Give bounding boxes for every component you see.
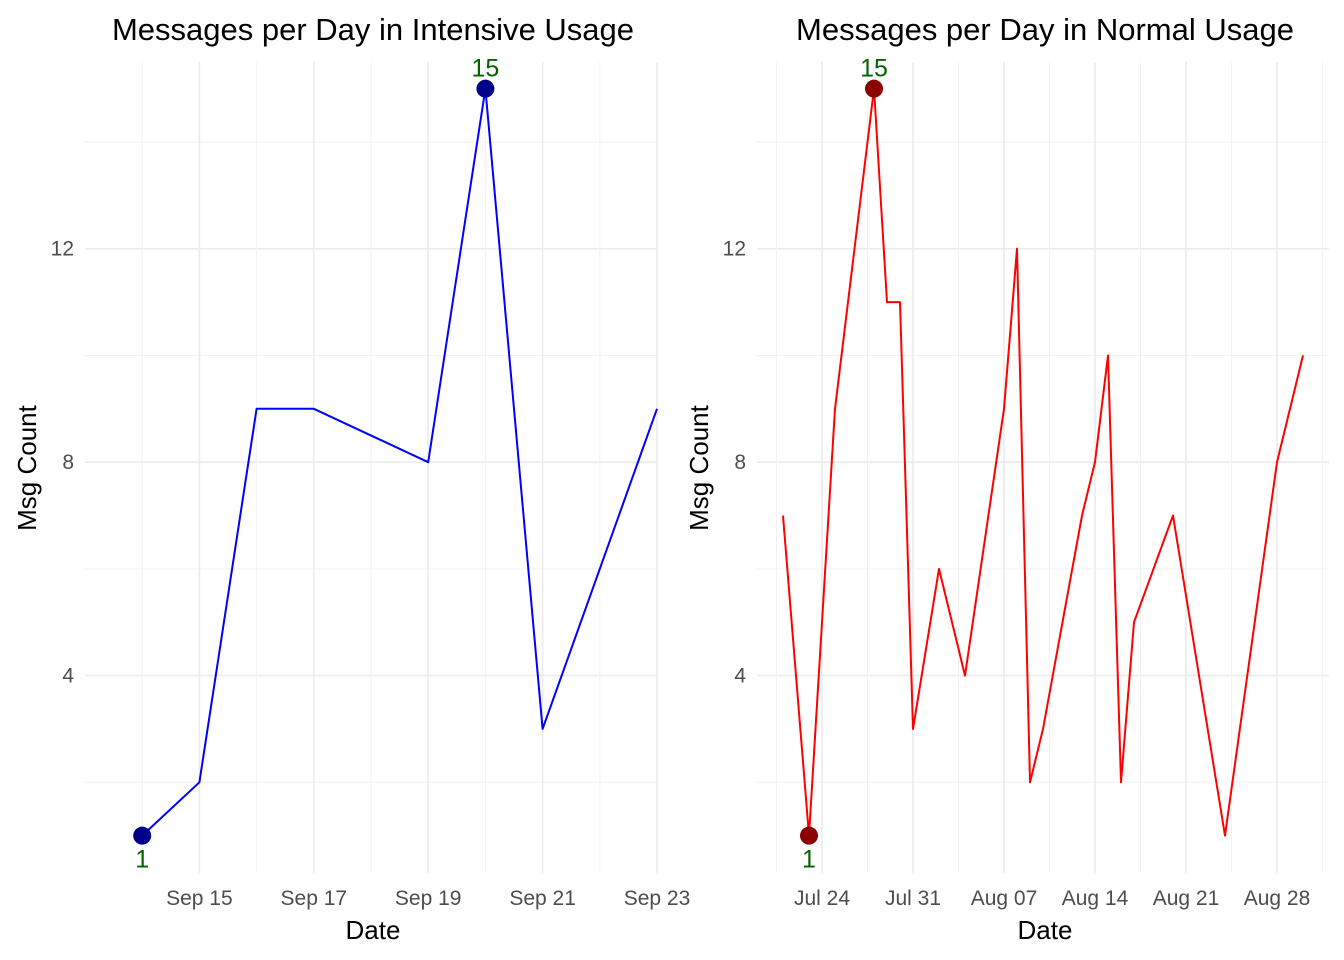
normal-x-tick-label: Aug 28 [1244, 887, 1311, 910]
normal-highlight-point [865, 79, 883, 98]
normal-series-line [782, 87, 1304, 837]
normal-y-axis-title: Msg Count [684, 404, 714, 530]
intensive-x-tick-label: Sep 15 [166, 887, 233, 910]
intensive-x-tick-label: Sep 21 [509, 887, 576, 910]
intensive-y-tick-label: 8 [62, 451, 74, 474]
normal-y-tick-label: 8 [734, 451, 746, 474]
normal-highlight-label: 15 [860, 55, 888, 83]
normal-highlight-point [800, 826, 818, 845]
intensive-y-tick-label: 12 [51, 238, 74, 261]
normal-highlight-label: 1 [802, 846, 816, 874]
normal-marks: 15 1 [782, 55, 1304, 874]
normal-x-tick-label: Jul 24 [794, 887, 850, 910]
intensive-highlight-point [133, 826, 152, 845]
intensive-highlight-point [476, 79, 495, 98]
intensive-x-tick-label: Sep 23 [624, 887, 691, 910]
normal-grid [757, 62, 1329, 873]
intensive-series-line [141, 87, 658, 837]
normal-ticks: 4 8 12 Jul 24 Jul 31 Aug 07 Aug 14 Aug 21 Aug 28 [723, 238, 1311, 910]
intensive-x-axis-title: Date [346, 915, 401, 945]
intensive-highlight-label: 15 [471, 55, 499, 83]
normal-x-axis-title: Date [1018, 915, 1073, 945]
normal-chart-title: Messages per Day in Normal Usage [796, 12, 1294, 47]
intensive-highlight-label: 1 [135, 846, 149, 874]
intensive-x-tick-label: Sep 17 [281, 887, 348, 910]
intensive-ticks: 4 8 12 Sep 15 Sep 17 Sep 19 Sep 21 Sep 23 [51, 238, 691, 910]
normal-x-tick-label: Aug 21 [1153, 887, 1220, 910]
intensive-y-axis-title: Msg Count [12, 404, 42, 530]
intensive-chart-title: Messages per Day in Intensive Usage [112, 12, 634, 47]
intensive-y-tick-label: 4 [62, 665, 74, 688]
intensive-x-tick-label: Sep 19 [395, 887, 462, 910]
intensive-grid [85, 62, 658, 873]
normal-y-tick-label: 4 [734, 665, 746, 688]
normal-x-tick-label: Jul 31 [885, 887, 941, 910]
normal-x-tick-label: Aug 14 [1062, 887, 1129, 910]
normal-x-tick-label: Aug 07 [971, 887, 1038, 910]
intensive-usage-panel: 15 1 4 8 12 Sep 15 Sep 17 Sep 19 Sep 21 Sep 23 M… [12, 12, 690, 945]
intensive-marks: 15 1 [133, 55, 658, 874]
normal-y-tick-label: 12 [723, 238, 746, 261]
normal-usage-panel: 15 1 4 8 12 Jul 24 Jul 31 Aug 07 Aug 14 Aug 21 Au… [684, 12, 1329, 945]
